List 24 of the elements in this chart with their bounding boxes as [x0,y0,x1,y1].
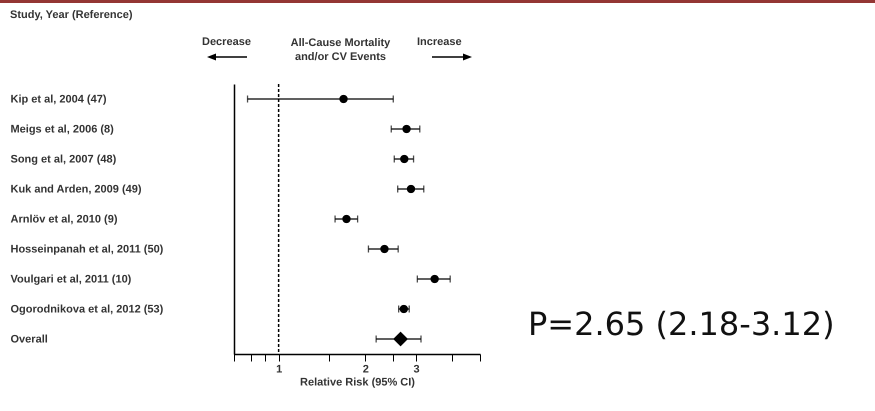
text: All-Cause Mortality and/or CV Events [290,36,392,64]
y-tick-label: Song et al, 2007 (48) [10,154,117,166]
x-tick-label: 2 [362,364,369,376]
point [393,332,408,346]
point [339,94,348,104]
y-tick-label: Kuk and Arden, 2009 (49) [10,184,142,196]
x-tick-label: 1 [276,364,282,376]
text: Decrease [202,36,251,48]
point [342,214,351,224]
y-tick-label: Overall [10,334,48,346]
text: Study, Year (Reference) [10,9,132,21]
point [402,124,411,134]
y-tick-label: Ogorodnikova et al, 2012 (53) [10,304,164,316]
y-tick-label: Voulgari et al, 2011 (10) [10,274,132,286]
text: Increase [417,36,462,48]
y-tick-label: Arnlöv et al, 2010 (9) [10,214,118,226]
point [400,154,408,164]
point [406,184,416,194]
text: P=2.65 (2.18-3.12) [528,305,835,343]
y-tick-label: Kip et al, 2004 (47) [10,94,107,106]
x-tick-label: 3 [414,364,420,376]
y-tick-label: Hosseinpanah et al, 2011 (50) [10,244,164,256]
y-tick-label: Meigs et al, 2006 (8) [10,124,114,136]
x-axis-title: Relative Risk (95% CI) [300,376,416,388]
